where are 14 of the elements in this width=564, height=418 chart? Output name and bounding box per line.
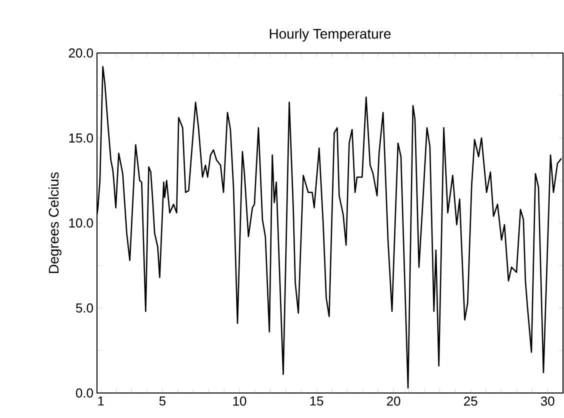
- x-tick-label: 20: [387, 396, 400, 406]
- x-tick-label: 10: [233, 396, 246, 406]
- x-tick-label: 5: [159, 396, 166, 406]
- x-tick-label: 25: [464, 396, 478, 406]
- x-tick-label: 1: [98, 396, 104, 406]
- y-tick-label: 0.0: [76, 388, 93, 398]
- y-tick-label: 15.0: [69, 133, 93, 143]
- y-tick-label: 5.0: [76, 303, 93, 313]
- x-tick-label: 30: [540, 396, 554, 406]
- x-tick-label: 15: [310, 396, 324, 406]
- chart-title: Hourly Temperature: [270, 28, 391, 42]
- y-tick-label: 20.0: [68, 48, 93, 58]
- y-tick-label: 10.0: [69, 218, 93, 228]
- y-axis-title: Degrees Celcius: [48, 172, 62, 274]
